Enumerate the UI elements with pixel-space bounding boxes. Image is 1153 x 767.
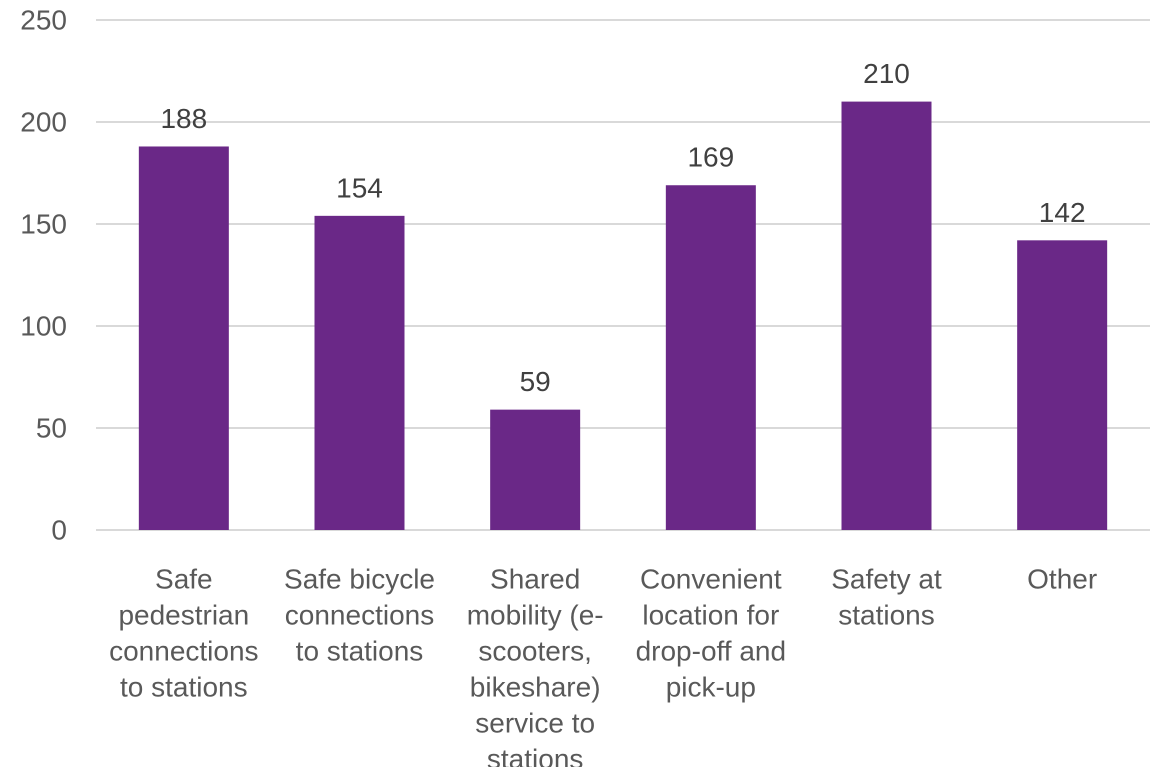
data-label: 210 xyxy=(863,58,910,89)
x-tick-label-line: service to xyxy=(475,708,595,739)
x-tick-label-line: Other xyxy=(1027,564,1097,595)
y-axis-tick-labels: 0 50 100 150 200 250 xyxy=(20,5,67,546)
x-tick-label-line: Safe xyxy=(155,564,213,595)
x-tick-label-line: drop-off and xyxy=(636,636,787,667)
y-tick-label: 200 xyxy=(20,107,67,138)
x-tick-label: Convenient location for drop-off and pick-u… xyxy=(636,564,787,703)
x-axis-category-labels: Safe pedestrian connections to stationsSafe… xyxy=(109,564,1097,767)
gridlines xyxy=(96,19,1150,531)
x-tick-label: Shared mobility (e-scooters, bikeshare) ser… xyxy=(467,564,604,767)
x-tick-label-line: stations xyxy=(487,744,584,767)
x-tick-label: Safety at stations xyxy=(831,564,942,631)
x-tick-label-line: connections xyxy=(109,636,258,667)
bars xyxy=(138,101,1108,531)
x-tick-label-line: mobility (e- xyxy=(467,600,604,631)
bar xyxy=(490,409,581,530)
y-tick-label: 0 xyxy=(51,515,67,546)
bar xyxy=(138,146,229,531)
data-label: 59 xyxy=(520,366,551,397)
bar xyxy=(841,101,932,530)
data-label: 169 xyxy=(687,142,734,173)
data-labels: 188 154 59 169 210 142 xyxy=(160,58,1085,397)
x-tick-label-line: stations xyxy=(838,600,935,631)
x-tick-label-line: pick-up xyxy=(666,672,756,703)
data-label: 188 xyxy=(160,103,207,134)
y-tick-label: 150 xyxy=(20,209,67,240)
x-tick-label: Safe bicycle connections to stations xyxy=(284,564,435,667)
y-tick-label: 50 xyxy=(36,413,67,444)
y-tick-label: 250 xyxy=(20,5,67,36)
x-tick-label: Other xyxy=(1027,564,1097,595)
bar xyxy=(1017,240,1108,530)
x-tick-label-line: pedestrian xyxy=(118,600,249,631)
data-label: 142 xyxy=(1039,197,1086,228)
x-tick-label-line: bikeshare) xyxy=(470,672,601,703)
x-tick-label-line: Convenient xyxy=(640,564,782,595)
x-tick-label-line: Safety at xyxy=(831,564,942,595)
x-tick-label-line: location for xyxy=(642,600,779,631)
bar xyxy=(665,185,756,531)
x-tick-label-line: to stations xyxy=(120,672,248,703)
x-tick-label-line: to stations xyxy=(296,636,424,667)
x-tick-label-line: scooters, xyxy=(478,636,592,667)
data-label: 154 xyxy=(336,172,383,203)
y-tick-label: 100 xyxy=(20,311,67,342)
bar xyxy=(314,215,405,530)
x-tick-label-line: Shared xyxy=(490,564,580,595)
x-tick-label-line: Safe bicycle xyxy=(284,564,435,595)
x-tick-label: Safe pedestrian connections to stations xyxy=(109,564,258,703)
x-tick-label-line: connections xyxy=(285,600,434,631)
